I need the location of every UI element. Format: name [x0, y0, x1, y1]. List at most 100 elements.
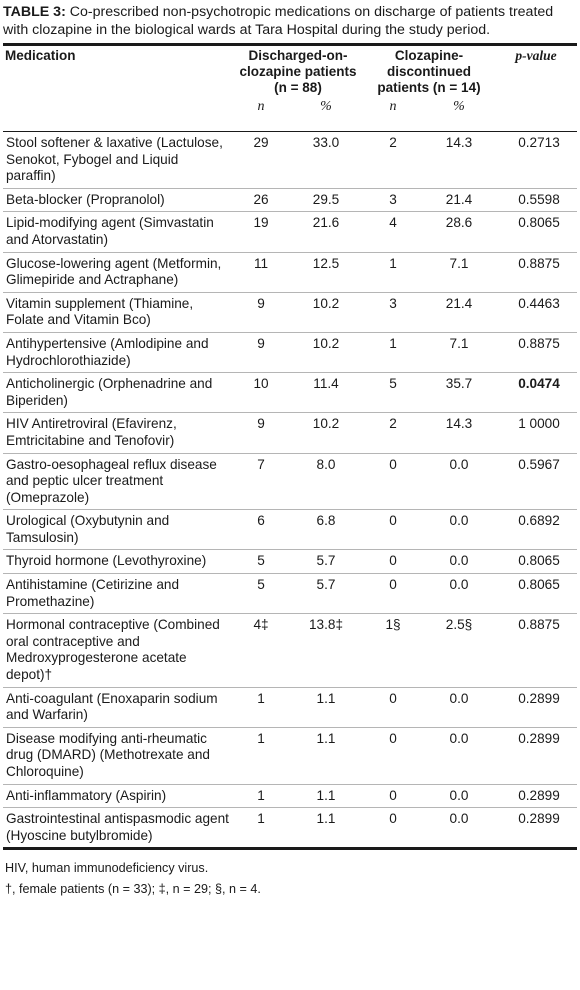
discharged-n-cell: 1	[257, 787, 265, 803]
discharged-pct-cell: 1.1	[316, 730, 336, 746]
discontinued-pct-cell: 0.0	[449, 787, 469, 803]
table-figure: TABLE 3: Co-prescribed non-psychotropic …	[3, 0, 577, 897]
header-pvalue-label: p-value	[515, 48, 557, 63]
table-footnotes: HIV, human immunodeficiency virus. †, fe…	[3, 860, 577, 897]
subheader-discharged-n: n	[257, 99, 265, 114]
discharged-pct-cell: 12.5	[312, 255, 340, 271]
subheader-empty	[3, 96, 233, 132]
discharged-pct-cell: 6.8	[316, 513, 336, 529]
pvalue-cell: 0.2899	[518, 730, 560, 746]
pvalue-cell: 0.8875	[518, 255, 560, 271]
discontinued-pct-cell: 0.0	[449, 513, 469, 529]
table-row: Beta-blocker (Propranolol) 26 29.5 3 21.4 0.5…	[3, 188, 577, 212]
discharged-n-cell: 9	[257, 416, 265, 432]
discontinued-n-cell: 0	[389, 811, 397, 827]
footnote-symbols: †, female patients (n = 33); ‡, n = 29; …	[5, 882, 261, 897]
discharged-pct-cell: 10.2	[312, 295, 340, 311]
caption-text: Co-prescribed non-psychotropic medicatio…	[3, 4, 554, 38]
table-row: Glucose-lowering agent (Metformin, Glime…	[3, 252, 577, 293]
medication-table: Medication Discharged-on-clozapine patie…	[3, 43, 577, 850]
discontinued-n-cell: 0	[389, 553, 397, 569]
discontinued-pct-cell: 21.4	[445, 295, 473, 311]
discontinued-pct-cell: 0.0	[449, 577, 469, 593]
header-discharged-group: Discharged-on-clozapine patients (n = 88…	[239, 48, 357, 95]
medication-cell: Antihistamine (Cetirizine and Promethazi…	[6, 577, 180, 609]
discharged-n-cell: 9	[257, 335, 265, 351]
medication-cell: Beta-blocker (Propranolol)	[6, 191, 165, 207]
discontinued-pct-cell: 7.1	[449, 335, 469, 351]
table-row: Anti-coagulant (Enoxaparin sodium and Wa…	[3, 687, 577, 728]
discontinued-pct-cell: 14.3	[445, 135, 473, 150]
subheader-discharged-pct: %	[320, 99, 332, 114]
discharged-pct-cell: 1.1	[316, 811, 336, 827]
pvalue-cell: 0.8065	[518, 215, 560, 231]
footnote-abbreviation: HIV, human immunodeficiency virus.	[5, 861, 209, 876]
pvalue-cell: 0.8065	[518, 577, 560, 593]
table-row: Anticholinergic (Orphenadrine and Biperi…	[3, 373, 577, 413]
discharged-n-cell: 6	[257, 513, 265, 529]
discharged-n-cell: 1	[257, 730, 265, 746]
discharged-pct-cell: 5.7	[316, 553, 336, 569]
table-row: Urological (Oxybutynin and Tamsulosin) 6 6…	[3, 510, 577, 550]
table-row: HIV Antiretroviral (Efavirenz, Emtricita…	[3, 413, 577, 453]
pvalue-cell: 0.2713	[518, 135, 560, 150]
table-row: Vitamin supplement (Thiamine, Folate and…	[3, 292, 577, 333]
header-pvalue: p-value	[495, 45, 577, 97]
discontinued-pct-cell: 14.3	[445, 416, 473, 432]
medication-cell: Gastro-oesophageal reflux disease and pe…	[6, 456, 217, 505]
discharged-n-cell: 5	[257, 577, 265, 593]
table-caption: TABLE 3: Co-prescribed non-psychotropic …	[3, 0, 577, 39]
table-row: Antihistamine (Cetirizine and Promethazi…	[3, 574, 577, 614]
discontinued-n-cell: 1	[389, 255, 397, 271]
table-row: Thyroid hormone (Levothyroxine) 5 5.7 0 0.0 0…	[3, 550, 577, 574]
medication-cell: Antihypertensive (Amlodipine and Hydroch…	[6, 335, 209, 368]
discontinued-pct-cell: 7.1	[449, 255, 469, 271]
subheader-discontinued-pct: %	[453, 99, 465, 114]
medication-cell: Gastrointestinal antispasmodic agent (Hy…	[6, 811, 229, 843]
pvalue-cell: 0.2899	[518, 811, 560, 827]
discontinued-pct-cell: 2.5§	[445, 617, 473, 633]
medication-cell: Disease modifying anti-rheumatic drug (D…	[6, 730, 210, 779]
discharged-n-cell: 29	[253, 135, 269, 150]
discharged-n-cell: 10	[253, 376, 269, 392]
discontinued-pct-cell: 35.7	[445, 376, 473, 392]
subheader-row: n % n %	[3, 96, 577, 132]
discontinued-pct-cell: 0.0	[449, 730, 469, 746]
header-row: Medication Discharged-on-clozapine patie…	[3, 44, 577, 97]
medication-cell: Thyroid hormone (Levothyroxine)	[6, 553, 207, 569]
discontinued-n-cell: 5	[389, 376, 397, 392]
discontinued-pct-cell: 21.4	[445, 191, 473, 207]
discontinued-n-cell: 0	[389, 456, 397, 472]
discharged-pct-cell: 29.5	[312, 191, 340, 207]
discontinued-pct-cell: 0.0	[449, 553, 469, 569]
pvalue-cell: 0.8065	[518, 553, 560, 569]
subheader-discontinued-n: n	[389, 99, 397, 114]
discontinued-n-cell: 3	[389, 295, 397, 311]
pvalue-cell: 0.6892	[518, 513, 560, 529]
pvalue-cell: 1 0000	[518, 416, 560, 432]
discontinued-n-cell: 2	[389, 416, 397, 432]
discharged-n-cell: 19	[253, 215, 269, 231]
discontinued-n-cell: 4	[389, 215, 397, 231]
table-row: Stool softener & laxative (Lactulose, Se…	[3, 132, 577, 189]
table-row: Disease modifying anti-rheumatic drug (D…	[3, 727, 577, 785]
discharged-pct-cell: 33.0	[312, 135, 340, 150]
discontinued-n-cell: 0	[389, 577, 397, 593]
discontinued-pct-cell: 0.0	[449, 690, 469, 706]
subheader-empty-p	[495, 96, 577, 132]
medication-cell: Lipid-modifying agent (Simvastatin and A…	[6, 215, 214, 247]
discontinued-n-cell: 0	[389, 513, 397, 529]
medication-cell: Anticholinergic (Orphenadrine and Biperi…	[6, 376, 213, 408]
medication-cell: Glucose-lowering agent (Metformin, Glime…	[6, 255, 222, 288]
pvalue-cell: 0.2899	[518, 690, 560, 706]
discharged-n-cell: 7	[257, 456, 265, 472]
discharged-n-cell: 4‡	[253, 617, 269, 633]
header-medication: Medication	[5, 48, 76, 63]
table-row: Lipid-modifying agent (Simvastatin and A…	[3, 212, 577, 253]
table-row: Gastrointestinal antispasmodic agent (Hy…	[3, 808, 577, 849]
medication-cell: Stool softener & laxative (Lactulose, Se…	[6, 135, 223, 184]
discontinued-n-cell: 1	[389, 335, 397, 351]
table-row: Anti-inflammatory (Aspirin) 1 1.1 0 0.0 0.289…	[3, 784, 577, 808]
discontinued-n-cell: 3	[389, 191, 397, 207]
discharged-pct-cell: 10.2	[312, 335, 340, 351]
